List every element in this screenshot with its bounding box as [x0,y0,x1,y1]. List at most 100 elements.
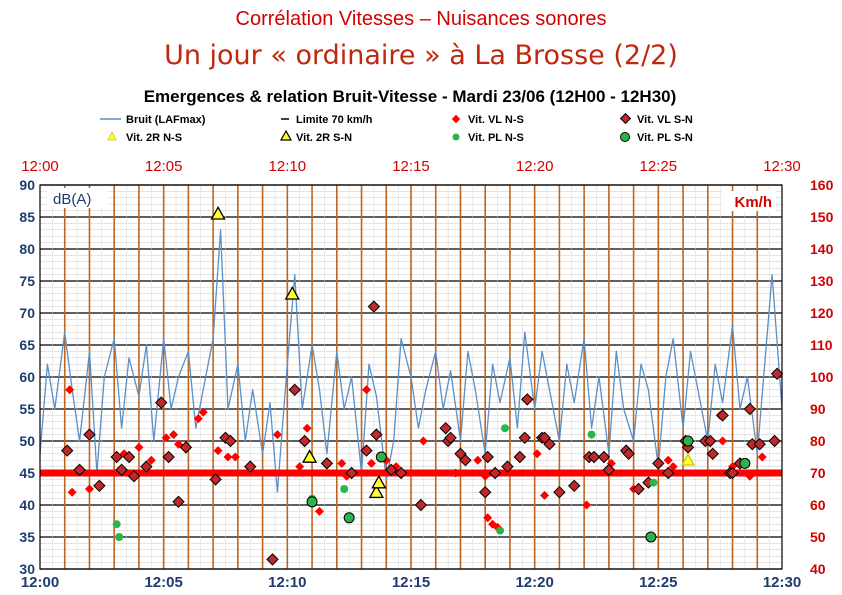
vl-sn-point [602,463,616,477]
vl-sn-point [122,450,136,464]
right-tick-label: 130 [810,273,834,289]
vl-sn-point [140,460,153,473]
vl-ns-point [198,407,208,417]
2r-sn-point [368,484,384,499]
vl-sn-point [288,383,301,397]
vl-sn-point [704,434,717,448]
vl-sn-point [154,396,168,409]
vl-sn-point [568,479,581,493]
top-time-label: 12:10 [269,158,307,175]
right-tick-label: 100 [810,369,834,385]
vl-sn-point [444,431,457,445]
vl-ns-point [718,436,728,446]
2r-sn-point [210,205,226,220]
vl-sn-point [367,300,381,313]
vl-sn-point [209,473,222,486]
bottom-time-label: 12:15 [392,574,430,591]
chart-title: Emergences & relation Bruit-Vitesse - Ma… [144,87,677,106]
vl-ns-point [361,385,371,395]
vl-sn-point [370,428,383,441]
vl-ns-point [67,487,77,497]
pl-sn-point [306,496,318,508]
vl-ns-point [134,442,144,452]
top-time-label: 12:30 [763,158,801,175]
vl-sn-point [320,457,334,470]
vl-sn-point [115,463,128,477]
2r-sn-point [371,474,387,489]
vl-sn-point [73,463,86,477]
left-tick-label: 70 [19,305,35,321]
vl-sn-point [162,450,175,464]
legend-2r-ns-label: Vit. 2R N-S [126,132,182,144]
legend-2r-sn-label: Vit. 2R S-N [296,132,352,144]
vl-ns-point [418,436,428,446]
time-grid-lines [63,185,759,569]
legend-pl-sn-label: Vit. PL S-N [637,132,693,144]
vl-sn-point [488,466,502,480]
top-time-label: 12:15 [392,158,430,175]
vl-sn-point [172,495,185,509]
vl-ns-point [678,468,688,478]
vl-sn-point [266,553,279,566]
axis-unit-right: Km/h [722,191,776,211]
bottom-time-label: 12:00 [21,574,59,591]
vl-ns-point [169,430,179,440]
left-tick-label: 90 [19,177,35,193]
vl-ns-point [230,452,240,462]
vl-ns-point [451,468,461,478]
bottom-time-label: 12:20 [515,574,553,591]
left-tick-label: 65 [19,337,35,353]
2r-sn-point [301,449,318,463]
vl-sn-point [597,450,611,464]
vl-sn-point [632,482,645,496]
legend-vl-ns-marker [451,114,461,124]
top-time-label: 12:05 [145,158,183,175]
left-tick-label: 75 [19,273,35,289]
vl-sn-point [478,485,492,499]
vl-ns-point [161,433,171,443]
right-unit-bg [722,191,776,211]
pl-ns-point [496,526,505,535]
right-tick-label: 60 [810,497,826,513]
vl-sn-point [743,402,757,416]
vl-ns-point [223,452,233,462]
vl-sn-point [652,457,665,470]
left-tick-label: 50 [19,433,35,449]
legend-vl-sn-label: Vit. VL S-N [637,114,693,126]
vl-ns-point [532,449,542,459]
legend-limit-label: Limite 70 km/h [296,114,373,126]
vl-sn-point [110,450,123,464]
vl-ns-point [146,455,156,465]
right-tick-label: 160 [810,177,834,193]
pl-ns-point [587,430,596,439]
vl-sn-point [770,367,784,381]
legend-pl-sn-marker [620,132,630,142]
left-tick-label: 45 [19,465,35,481]
left-unit-bg [47,188,109,208]
vl-ns-point [295,462,305,472]
pl-ns-point [649,478,658,487]
bottom-time-label: 12:10 [268,574,306,591]
pl-sn-point [739,457,751,469]
right-tick-label: 40 [810,561,826,577]
vl-ns-point [540,490,550,500]
vl-ns-point [745,471,755,481]
pl-sn-point [343,512,355,524]
left-tick-label: 80 [19,241,35,257]
pl-ns-point [115,533,124,541]
vl-sn-point [622,447,635,461]
axes: 30 35 40 45 50 55 60 65 70 75 80 85 90 40 50 60 70 80 90 10… [19,158,833,591]
right-tick-label: 70 [810,465,826,481]
right-tick-label: 150 [810,209,834,225]
legend-noise-label: Bruit (LAFmax) [126,114,206,126]
vl-ns-point [366,458,376,468]
vl-ns-point [314,506,324,516]
left-tick-label: 55 [19,401,35,417]
vl-sn-point [414,498,428,512]
left-tick-label: 35 [19,529,35,545]
vl-ns-point [663,455,673,465]
vl-sn-point [179,441,193,454]
vl-sn-point [385,463,398,477]
vl-ns-point [480,471,490,481]
vl-ns-point [213,446,223,456]
